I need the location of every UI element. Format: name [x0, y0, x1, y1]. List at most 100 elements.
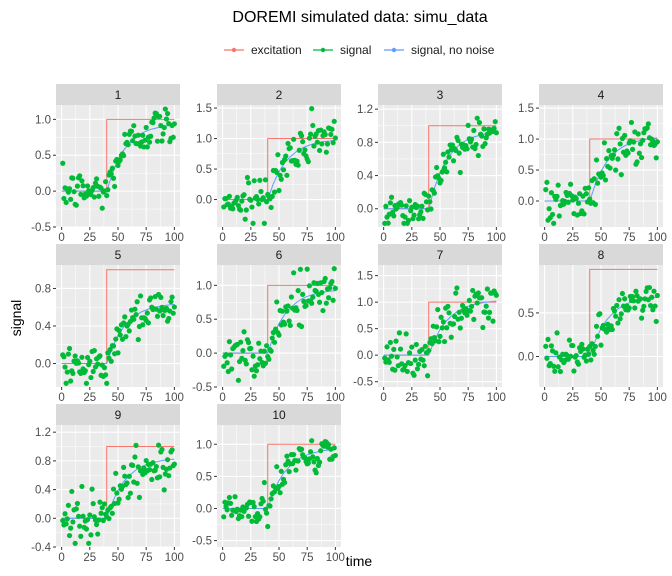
signal-point — [155, 442, 162, 448]
signal-point — [543, 187, 549, 193]
y-tick-label: 1.0 — [35, 114, 51, 126]
signal-point — [69, 488, 75, 495]
legend-item-excitation: excitation — [224, 43, 302, 57]
signal-point — [632, 305, 638, 311]
signal-point — [457, 169, 463, 176]
signal-point — [274, 464, 280, 470]
signal-point — [264, 199, 270, 205]
signal-point — [470, 287, 476, 294]
signal-point — [82, 368, 88, 374]
signal-point — [86, 540, 92, 546]
signal-point — [464, 146, 470, 152]
signal-point — [305, 460, 311, 466]
signal-point — [481, 126, 487, 132]
panel-strip — [217, 244, 341, 265]
x-tick-label: 75 — [140, 392, 153, 404]
signal-point — [449, 142, 455, 148]
signal-point — [316, 147, 323, 154]
panel-strip — [56, 404, 180, 425]
x-tick-label: 25 — [83, 392, 96, 404]
signal-point — [110, 175, 117, 181]
signal-point — [306, 283, 313, 289]
signal-point — [78, 191, 84, 197]
signal-point — [234, 194, 240, 200]
signal-point — [548, 190, 555, 196]
signal-point — [243, 207, 249, 213]
x-tick-label: 100 — [165, 552, 184, 564]
signal-point — [284, 308, 290, 314]
signal-point — [128, 128, 135, 134]
signal-point — [83, 193, 90, 199]
signal-point — [326, 295, 332, 301]
x-tick-label: 0 — [219, 392, 225, 404]
signal-point — [245, 513, 252, 519]
signal-point — [282, 321, 288, 327]
signal-point — [411, 212, 417, 218]
y-tick-label: 0.0 — [196, 503, 212, 515]
signal-point — [277, 172, 283, 178]
signal-point — [63, 521, 69, 527]
signal-point — [633, 288, 639, 294]
panel-3: 3 0 25 50 75 100 0.0 0.4 0.8 1.2 — [357, 84, 506, 244]
signal-point — [77, 173, 83, 179]
signal-point — [309, 438, 315, 444]
signal-point — [113, 336, 119, 342]
signal-point — [595, 180, 601, 186]
signal-point — [593, 323, 600, 329]
signal-point — [162, 106, 168, 112]
signal-point — [567, 353, 574, 359]
signal-point — [614, 131, 620, 137]
signal-point — [261, 348, 267, 354]
panel-strip — [378, 244, 502, 265]
panel-strip — [378, 84, 502, 105]
signal-point — [314, 139, 320, 145]
signal-point — [493, 292, 499, 298]
signal-point — [295, 162, 301, 168]
signal-point — [221, 363, 227, 369]
signal-point — [87, 358, 93, 364]
signal-point — [650, 307, 656, 313]
signal-point — [331, 445, 337, 451]
signal-point — [436, 339, 442, 345]
signal-point — [583, 358, 589, 364]
signal-point — [72, 540, 78, 546]
signal-point — [258, 188, 264, 195]
signal-point — [329, 126, 335, 132]
signal-point — [328, 131, 334, 138]
y-tick-label: 1.5 — [518, 103, 534, 115]
x-tick-label: 100 — [487, 392, 506, 404]
signal-point — [397, 346, 404, 352]
signal-point — [165, 110, 171, 117]
signal-point — [649, 294, 655, 300]
x-tick-label: 75 — [301, 232, 314, 244]
signal-point — [298, 133, 305, 139]
x-tick-label: 50 — [434, 232, 447, 244]
signal-point — [291, 136, 297, 142]
signal-point — [476, 119, 483, 126]
y-tick-label: 0.8 — [357, 137, 373, 149]
y-axis-title: signal — [8, 300, 24, 337]
signal-point — [151, 115, 157, 121]
signal-point — [444, 325, 450, 331]
signal-point — [126, 328, 132, 334]
signal-point — [644, 125, 650, 131]
signal-point — [283, 153, 289, 159]
x-tick-label: 50 — [273, 232, 286, 244]
signal-point — [171, 461, 177, 467]
signal-point — [385, 220, 391, 226]
signal-point — [110, 343, 117, 349]
signal-point — [306, 135, 313, 141]
signal-point — [251, 504, 257, 510]
signal-point — [93, 176, 100, 182]
signal-point — [434, 324, 440, 330]
x-tick-label: 50 — [112, 392, 125, 404]
signal-point — [587, 196, 593, 202]
signal-point — [238, 207, 244, 213]
signal-point — [117, 332, 123, 338]
panel-9: 9 0 25 50 75 100 -0.4 0.0 0.4 0.8 1.2 — [31, 404, 184, 564]
signal-point — [629, 294, 636, 300]
signal-point — [591, 176, 597, 182]
signal-point — [121, 153, 127, 159]
signal-point — [154, 313, 161, 319]
signal-point — [227, 352, 234, 358]
